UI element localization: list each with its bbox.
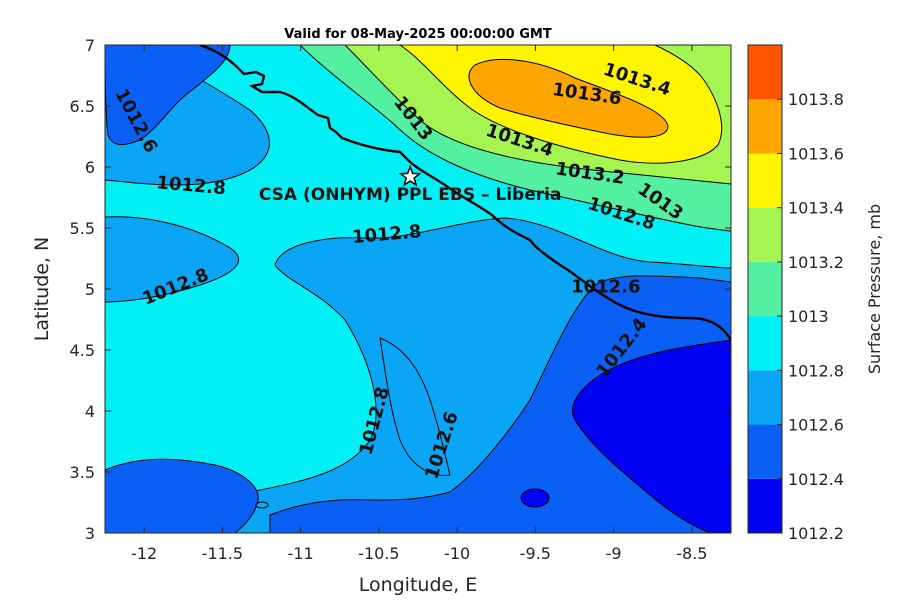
colorbar-segment	[748, 45, 782, 100]
y-tick-label: 4	[85, 402, 95, 421]
y-axis-label: Latitude, N	[31, 237, 53, 342]
x-axis-label: Longitude, E	[359, 574, 478, 596]
level-1012-4-region-sw	[105, 458, 259, 533]
colorbar-tick-label: 1012.8	[788, 361, 844, 380]
x-tick-label: -11.5	[202, 544, 243, 563]
colorbar-frame	[747, 44, 783, 534]
y-tick-label: 5	[85, 280, 95, 299]
colorbar: 1012.2 1012.4 1012.6 1012.8 1013 1013.2 1013.4…	[747, 44, 844, 543]
x-axis: -12 -11.5 -11 -10.5 -10 -9.5 -9 -8.5	[131, 45, 707, 563]
x-tick-label: -8.5	[676, 544, 707, 563]
y-tick-label: 6	[85, 158, 95, 177]
x-tick-label: -11	[288, 544, 314, 563]
colorbar-tick-label: 1012.4	[788, 470, 844, 489]
contour-fills	[105, 45, 731, 533]
level-1012-4-region-nw	[105, 45, 231, 146]
colorbar-segment	[748, 207, 782, 262]
colorbar-segment	[748, 316, 782, 371]
y-tick-label: 6.5	[70, 97, 95, 116]
x-tick-label: -12	[131, 544, 157, 563]
level-1012-2-blob	[520, 488, 550, 508]
coastline	[199, 45, 731, 341]
level-1012-6-pocket	[379, 337, 451, 476]
chart-title: Valid for 08-May-2025 00:00:00 GMT	[284, 27, 552, 42]
x-tick-label: -10	[444, 544, 470, 563]
x-tick-label: -9	[606, 544, 622, 563]
y-axis: 3 3.5 4 4.5 5 5.5 6 6.5 7	[70, 36, 731, 543]
colorbar-segment	[748, 153, 782, 208]
level-1012-4-region-s	[269, 275, 731, 533]
colorbar-label: Surface Pressure, mb	[865, 204, 884, 374]
colorbar-tick-label: 1013.8	[788, 90, 844, 109]
y-tick-label: 3	[85, 524, 95, 543]
station-marker	[398, 164, 422, 187]
y-tick-label: 4.5	[70, 341, 95, 360]
colorbar-tick-label: 1013.6	[788, 144, 844, 163]
x-tick-label: -10.5	[358, 544, 399, 563]
colorbar-tick-label: 1013	[788, 307, 829, 326]
level-1012-2-region	[571, 339, 731, 533]
colorbar-tick-label: 1012.2	[788, 524, 844, 543]
colorbar-segment	[748, 424, 782, 479]
contour-label: 1012.6	[571, 277, 640, 298]
colorbar-tick-label: 1013.2	[788, 253, 844, 272]
colorbar-segment	[748, 261, 782, 317]
colorbar-segment	[748, 478, 782, 533]
colorbar-segment	[748, 370, 782, 425]
colorbar-tick-label: 1013.4	[788, 199, 844, 218]
station-label: CSA (ONHYM) PPL EBS – Liberia	[259, 185, 562, 205]
x-tick-label: -9.5	[520, 544, 551, 563]
level-1013-6-band	[468, 58, 669, 138]
colorbar-tick-label: 1012.6	[788, 416, 844, 435]
y-tick-label: 5.5	[70, 219, 95, 238]
y-tick-label: 3.5	[70, 463, 95, 482]
y-tick-label: 7	[85, 36, 95, 55]
colorbar-segment	[748, 99, 782, 154]
level-1012-6-blob	[255, 501, 269, 509]
